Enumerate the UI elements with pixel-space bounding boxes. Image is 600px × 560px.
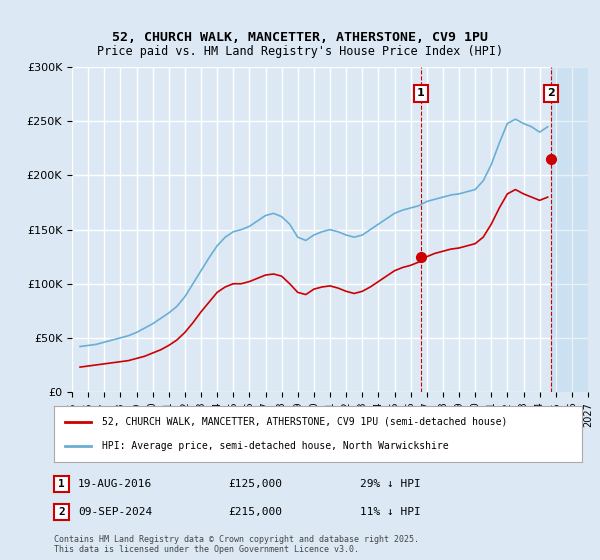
Text: Contains HM Land Registry data © Crown copyright and database right 2025.
This d: Contains HM Land Registry data © Crown c… (54, 535, 419, 554)
Text: £125,000: £125,000 (228, 479, 282, 489)
Text: 19-AUG-2016: 19-AUG-2016 (78, 479, 152, 489)
Text: HPI: Average price, semi-detached house, North Warwickshire: HPI: Average price, semi-detached house,… (101, 441, 448, 451)
Text: 52, CHURCH WALK, MANCETTER, ATHERSTONE, CV9 1PU (semi-detached house): 52, CHURCH WALK, MANCETTER, ATHERSTONE, … (101, 417, 507, 427)
Text: 52, CHURCH WALK, MANCETTER, ATHERSTONE, CV9 1PU: 52, CHURCH WALK, MANCETTER, ATHERSTONE, … (112, 31, 488, 44)
Text: Price paid vs. HM Land Registry's House Price Index (HPI): Price paid vs. HM Land Registry's House … (97, 45, 503, 58)
Text: 1: 1 (417, 88, 425, 98)
Text: 09-SEP-2024: 09-SEP-2024 (78, 507, 152, 517)
Bar (551, 67, 588, 392)
Text: 2: 2 (547, 88, 554, 98)
Text: £215,000: £215,000 (228, 507, 282, 517)
Text: 11% ↓ HPI: 11% ↓ HPI (360, 507, 421, 517)
Text: 2: 2 (58, 507, 65, 517)
Text: 1: 1 (58, 479, 65, 489)
Text: 29% ↓ HPI: 29% ↓ HPI (360, 479, 421, 489)
